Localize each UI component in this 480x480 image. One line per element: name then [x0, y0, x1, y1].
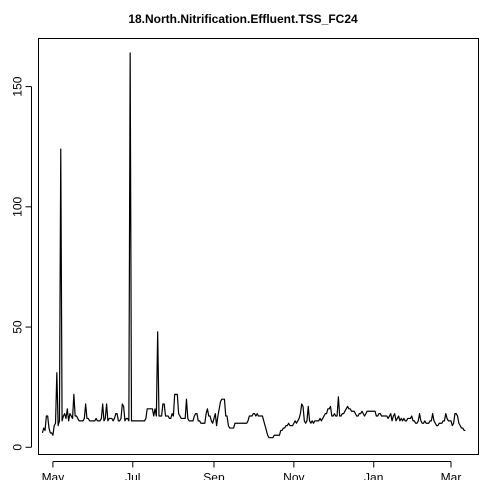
x-tick-label: Nov [283, 471, 304, 480]
series-line [42, 53, 465, 438]
y-axis: 0 50 100 150 [11, 76, 32, 450]
y-tick-label: 100 [11, 196, 25, 216]
x-tick-label: Jan [364, 471, 383, 480]
x-tick-label: Mar [441, 471, 462, 480]
x-tick-label: Sep [203, 471, 225, 480]
plot-frame [39, 39, 479, 455]
x-tick-label: May [42, 471, 65, 480]
x-axis: May Jul Sep Nov Jan Mar [42, 462, 462, 480]
y-tick-label: 50 [11, 320, 25, 334]
series-group [42, 53, 465, 438]
chart-title: 18.North.Nitrification.Effluent.TSS_FC24 [128, 12, 358, 26]
y-tick-label: 150 [11, 76, 25, 96]
y-tick-label: 0 [11, 444, 25, 451]
x-tick-label: Jul [125, 471, 140, 480]
